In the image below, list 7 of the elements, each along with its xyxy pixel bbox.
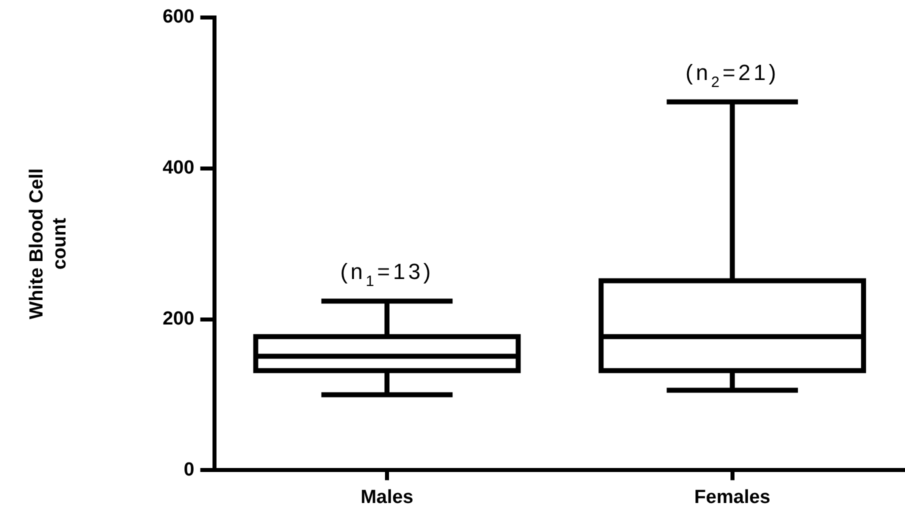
y-tick-label: 400 [162,158,194,179]
y-tick-label: 0 [184,459,194,480]
y-axis-title: White Blood Cell count [26,168,70,320]
x-tick-label: Males [360,486,414,508]
y-tick-label: 600 [162,6,194,28]
y-tick-label: 200 [162,308,194,330]
x-tick-label: Females [694,486,770,508]
